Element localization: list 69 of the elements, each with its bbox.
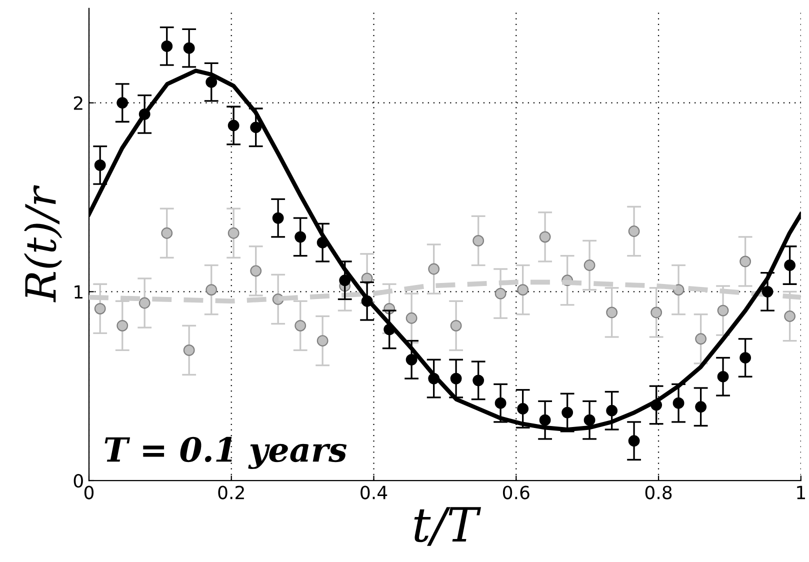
point xyxy=(695,401,707,413)
point xyxy=(116,97,128,109)
point xyxy=(539,414,551,426)
point xyxy=(494,397,506,409)
point xyxy=(695,333,707,345)
y-tick-label: 0 xyxy=(74,474,83,488)
point xyxy=(606,404,618,416)
point xyxy=(94,159,106,171)
point xyxy=(161,40,173,52)
point xyxy=(672,397,684,409)
y-axis-title: R(t)/r xyxy=(24,185,62,302)
point xyxy=(406,312,418,324)
point xyxy=(294,231,306,243)
point xyxy=(272,212,284,224)
point xyxy=(717,370,729,382)
point xyxy=(539,231,551,243)
point xyxy=(250,265,262,277)
point xyxy=(650,399,662,411)
point xyxy=(450,372,462,384)
x-axis-title: t/T xyxy=(414,507,482,546)
point xyxy=(206,284,218,296)
point xyxy=(606,306,618,318)
point xyxy=(228,120,240,132)
point xyxy=(472,234,484,246)
x-tick-label: 0.4 xyxy=(360,486,388,500)
annotation: T = 0.1 years xyxy=(104,436,347,470)
point xyxy=(494,288,506,300)
point xyxy=(762,286,774,298)
point xyxy=(316,335,328,346)
point xyxy=(294,320,306,332)
point xyxy=(517,403,529,414)
point xyxy=(450,320,462,332)
point xyxy=(406,354,418,366)
x-tick-label: 1 xyxy=(797,486,805,500)
x-tick-label: 0.2 xyxy=(218,486,244,500)
point xyxy=(206,76,218,88)
point xyxy=(94,302,106,314)
y-tick-label: 1 xyxy=(74,285,82,299)
point xyxy=(628,435,640,447)
point xyxy=(316,236,328,248)
point xyxy=(161,227,173,239)
point xyxy=(740,352,752,364)
point xyxy=(428,372,440,384)
point xyxy=(584,260,596,271)
point xyxy=(562,406,574,418)
point xyxy=(361,295,373,307)
point xyxy=(428,263,440,275)
point xyxy=(138,297,150,309)
x-tick-label: 0.8 xyxy=(645,486,672,500)
point xyxy=(784,310,796,322)
point xyxy=(717,304,729,316)
point xyxy=(183,42,195,54)
point xyxy=(116,320,128,332)
point xyxy=(228,227,240,239)
point xyxy=(650,306,662,318)
point xyxy=(384,324,396,336)
point xyxy=(250,122,262,134)
point xyxy=(517,284,529,296)
y-tick-label: 2 xyxy=(74,96,82,110)
point xyxy=(584,414,596,426)
point xyxy=(628,226,640,237)
x-tick-label: 0 xyxy=(84,486,94,500)
point xyxy=(784,260,796,271)
point xyxy=(339,274,351,286)
point xyxy=(138,108,150,120)
point xyxy=(740,256,752,268)
point xyxy=(472,374,484,386)
point xyxy=(183,344,195,356)
x-tick-label: 0.6 xyxy=(502,486,530,500)
